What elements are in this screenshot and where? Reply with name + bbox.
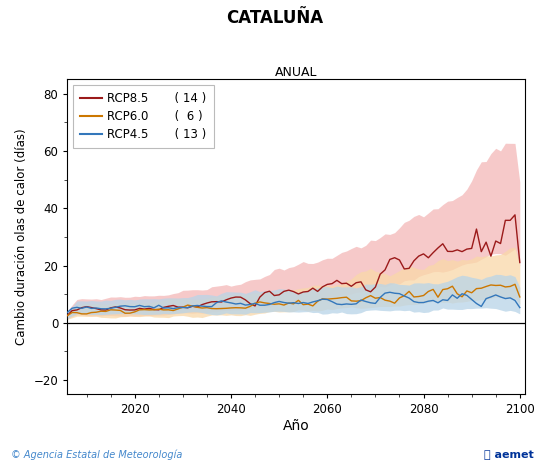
Legend: RCP8.5       ( 14 ), RCP6.0       (  6 ), RCP4.5       ( 13 ): RCP8.5 ( 14 ), RCP6.0 ( 6 ), RCP4.5 ( 13…	[73, 85, 214, 148]
Text: CATALUÑA: CATALUÑA	[227, 9, 323, 27]
Text: © Agencia Estatal de Meteorología: © Agencia Estatal de Meteorología	[11, 449, 183, 460]
Title: ANUAL: ANUAL	[274, 67, 317, 79]
X-axis label: Año: Año	[283, 419, 309, 433]
Y-axis label: Cambio duración olas de calor (días): Cambio duración olas de calor (días)	[15, 128, 28, 345]
Text: ⓘ aemet: ⓘ aemet	[484, 450, 534, 460]
